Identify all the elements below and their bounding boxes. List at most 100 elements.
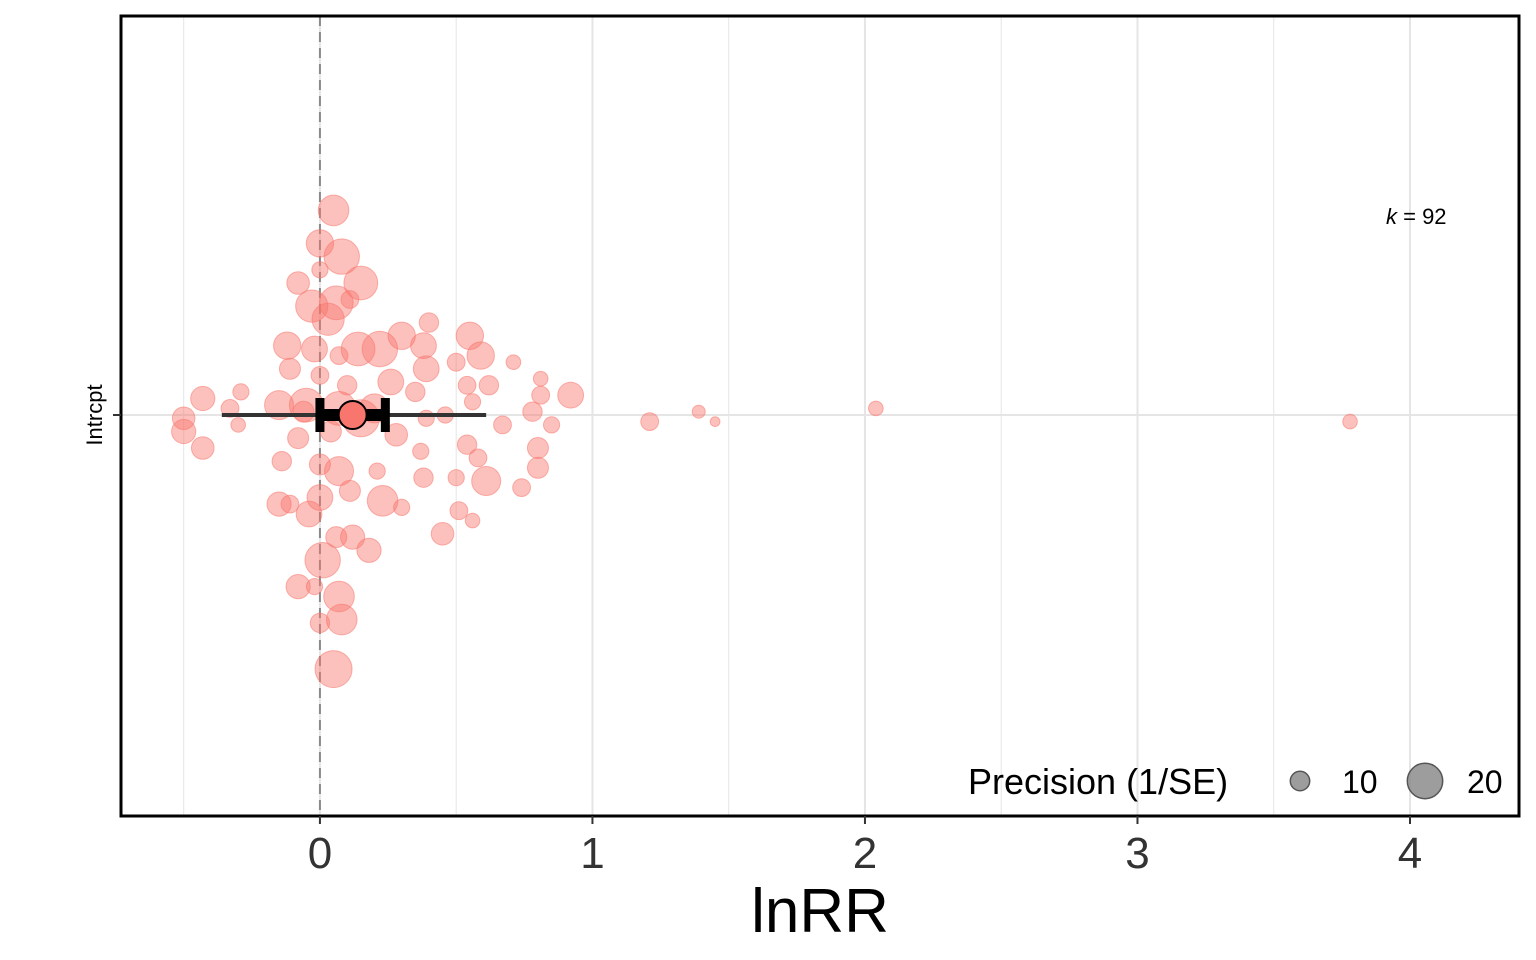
effect-size-point — [522, 401, 543, 422]
effect-size-point — [220, 399, 240, 418]
effect-size-point — [323, 580, 355, 613]
effect-size-point — [325, 603, 358, 636]
x-tick-label: 3 — [1125, 829, 1149, 878]
effect-size-point — [526, 456, 549, 479]
effect-size-point — [340, 331, 376, 367]
effect-size-point — [463, 393, 482, 411]
effect-size-point — [493, 415, 512, 435]
effect-size-point — [308, 453, 331, 476]
legend-size-label: 10 — [1342, 764, 1378, 800]
effect-size-point — [393, 498, 411, 516]
effect-size-point — [301, 335, 328, 363]
effect-size-point — [286, 271, 310, 295]
k-label-italic: k — [1386, 204, 1398, 229]
effect-size-point — [532, 370, 549, 387]
effect-size-point — [447, 469, 465, 487]
effect-size-point — [531, 385, 551, 405]
effect-size-point — [171, 406, 196, 431]
effect-size-point — [478, 375, 500, 396]
effect-size-point — [377, 368, 405, 396]
y-axis: Intrcpt — [82, 384, 121, 446]
effect-size-point — [338, 479, 361, 502]
effect-size-point — [285, 574, 311, 600]
effect-size-point — [278, 357, 301, 380]
effect-size-point — [1342, 413, 1358, 430]
k-label: k = 92 — [1386, 204, 1447, 229]
x-axis: 0 1 2 3 4 — [308, 816, 1422, 878]
effect-size-point — [366, 485, 399, 517]
effect-size-point — [324, 456, 355, 487]
effect-size-point — [266, 491, 292, 517]
effect-size-point — [273, 331, 302, 360]
effect-size-point — [542, 416, 561, 434]
legend-size-circle — [1289, 770, 1311, 792]
effect-size-point — [311, 302, 345, 336]
effect-size-point — [413, 467, 434, 488]
effect-size-point — [868, 400, 884, 417]
effect-size-point — [410, 332, 437, 360]
effect-size-point — [430, 522, 455, 546]
effect-size-point — [305, 229, 335, 258]
effect-size-point — [412, 355, 440, 383]
legend-title: Precision (1/SE) — [968, 761, 1228, 802]
effect-size-point — [471, 466, 502, 496]
x-axis-title: lnRR — [751, 877, 889, 946]
effect-size-point — [640, 412, 660, 432]
effect-size-point — [264, 390, 295, 421]
effect-size-point — [314, 650, 353, 689]
effect-size-point — [340, 290, 360, 309]
effect-size-point — [305, 578, 324, 596]
effect-size-point — [691, 404, 706, 419]
x-tick-label: 4 — [1398, 829, 1422, 878]
effect-size-point — [280, 494, 300, 514]
effect-size-point — [287, 427, 310, 450]
effect-size-point — [343, 265, 379, 301]
effect-size-point — [412, 442, 430, 460]
effect-size-point — [271, 451, 292, 472]
effect-size-point — [309, 612, 331, 634]
effect-size-point — [292, 400, 315, 423]
effect-size-point — [418, 312, 440, 333]
legend: Precision (1/SE) 10 20 — [968, 761, 1503, 802]
effect-size-point — [232, 383, 250, 401]
effect-size-point — [295, 500, 323, 528]
effect-size-point — [356, 537, 382, 563]
effect-size-point — [323, 238, 360, 275]
x-tick-label: 0 — [308, 829, 332, 878]
legend-size-circle — [1406, 762, 1444, 800]
effect-size-point — [512, 478, 531, 498]
effect-size-point — [457, 375, 477, 395]
effect-size-point — [446, 352, 466, 372]
effect-size-point — [526, 437, 549, 459]
effect-size-points — [171, 194, 1358, 689]
k-label-value: = 92 — [1397, 204, 1447, 229]
effect-size-point — [384, 423, 409, 447]
effect-size-point — [466, 341, 495, 370]
effect-size-point — [456, 434, 478, 455]
effect-size-point — [468, 448, 488, 468]
effect-size-point — [318, 285, 354, 321]
estimate-intervals — [221, 398, 487, 432]
legend-size-label: 20 — [1467, 764, 1503, 800]
effect-size-point — [361, 330, 399, 368]
effect-size-point — [368, 462, 386, 480]
effect-size-point — [190, 436, 215, 460]
effect-size-point — [295, 289, 329, 323]
effect-size-point — [336, 375, 358, 396]
effect-size-point — [310, 366, 330, 385]
effect-size-point — [311, 261, 329, 279]
effect-size-point — [505, 354, 522, 371]
effect-size-point — [417, 409, 435, 427]
effect-size-point — [190, 385, 216, 412]
x-tick-label: 2 — [853, 829, 877, 878]
effect-size-point — [464, 512, 481, 529]
effect-size-point — [306, 484, 334, 511]
effect-size-point — [317, 194, 350, 227]
effect-size-point — [557, 381, 585, 409]
effect-size-point — [405, 381, 426, 403]
effect-size-point — [709, 416, 721, 428]
pooled-estimate-point — [337, 400, 368, 430]
